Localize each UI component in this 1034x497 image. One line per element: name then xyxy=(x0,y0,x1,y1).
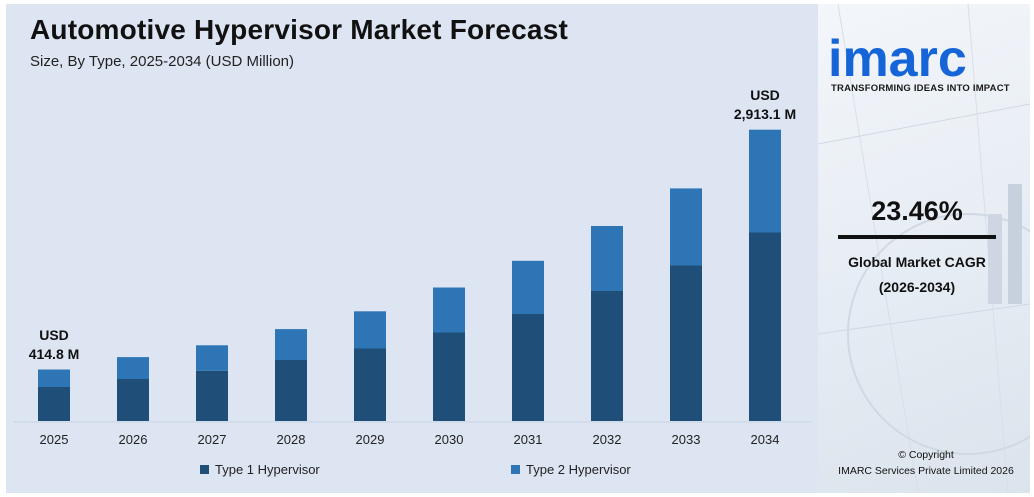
x-tick-label: 2027 xyxy=(198,432,227,447)
x-tick-label: 2030 xyxy=(435,432,464,447)
legend-swatch-type1 xyxy=(200,465,209,474)
bar-2029-type1 xyxy=(354,348,386,421)
annotation-first-bar: USD 414.8 M xyxy=(9,326,99,364)
x-tick-label: 2034 xyxy=(751,432,780,447)
bar-2030-type1 xyxy=(433,332,465,421)
bar-2032-type2 xyxy=(591,226,623,291)
bar-2025-type2 xyxy=(38,369,70,387)
bar-chart: 2025 2026 2027 2028 2029 2030 2031 2032 2033 2034 xyxy=(14,129,812,447)
bar-2025-type1 xyxy=(38,387,70,421)
bar-2026-type2 xyxy=(117,357,149,379)
cagr-label: Global Market CAGR (2026-2034) xyxy=(828,250,1006,300)
bar-2027-type1 xyxy=(196,370,228,421)
x-tick-label: 2033 xyxy=(672,432,701,447)
bar-2033-type1 xyxy=(670,265,702,421)
bar-2030-type2 xyxy=(433,287,465,333)
logo-tagline: TRANSFORMING IDEAS INTO IMPACT xyxy=(831,83,1010,94)
x-tick-label: 2029 xyxy=(356,432,385,447)
annotation-last-currency: USD xyxy=(750,86,780,103)
legend-label-type2: Type 2 Hypervisor xyxy=(526,462,631,477)
annotation-first-currency: USD xyxy=(39,326,69,343)
x-tick-label: 2025 xyxy=(40,432,69,447)
chart-subtitle: Size, By Type, 2025-2034 (USD Million) xyxy=(30,53,295,70)
side-panel xyxy=(818,4,1030,493)
bar-2031-type2 xyxy=(512,260,544,314)
annotation-first-value: 414.8 M xyxy=(28,345,80,362)
copyright-line2: IMARC Services Private Limited 2026 xyxy=(838,465,1014,477)
legend-item-type2: Type 2 Hypervisor xyxy=(511,462,631,477)
cagr-value: 23.46% xyxy=(871,196,963,226)
bar-2026-type1 xyxy=(117,379,149,421)
bar-2028-type1 xyxy=(275,360,307,421)
legend-swatch-type2 xyxy=(511,465,520,474)
bar-2027-type2 xyxy=(196,345,228,371)
copyright: © Copyright IMARC Services Private Limit… xyxy=(828,447,1024,479)
bar-2033-type2 xyxy=(670,188,702,266)
cagr-label-line2: (2026-2034) xyxy=(878,279,956,295)
bar-2031-type1 xyxy=(512,314,544,421)
bar-2034-type2 xyxy=(749,129,781,233)
bar-2028-type2 xyxy=(275,329,307,360)
x-tick-label: 2031 xyxy=(514,432,543,447)
x-tick-label: 2032 xyxy=(593,432,622,447)
bar-2029-type2 xyxy=(354,311,386,349)
imarc-logo: imarc xyxy=(828,32,967,84)
background-graph-decoration xyxy=(818,4,1030,493)
legend-item-type1: Type 1 Hypervisor xyxy=(200,462,320,477)
x-tick-label: 2028 xyxy=(277,432,306,447)
cagr-divider xyxy=(838,235,996,239)
bar-2032-type1 xyxy=(591,291,623,421)
imarc-logo-text: imarc xyxy=(828,32,967,84)
x-tick-label: 2026 xyxy=(119,432,148,447)
annotation-last-bar: USD 2,913.1 M xyxy=(720,86,810,124)
chart-title: Automotive Hypervisor Market Forecast xyxy=(30,14,569,45)
annotation-last-value: 2,913.1 M xyxy=(733,105,797,122)
legend-label-type1: Type 1 Hypervisor xyxy=(215,462,320,477)
copyright-line1: © Copyright xyxy=(898,449,954,461)
bar-2034-type1 xyxy=(749,232,781,421)
cagr-label-line1: Global Market CAGR xyxy=(848,254,986,270)
